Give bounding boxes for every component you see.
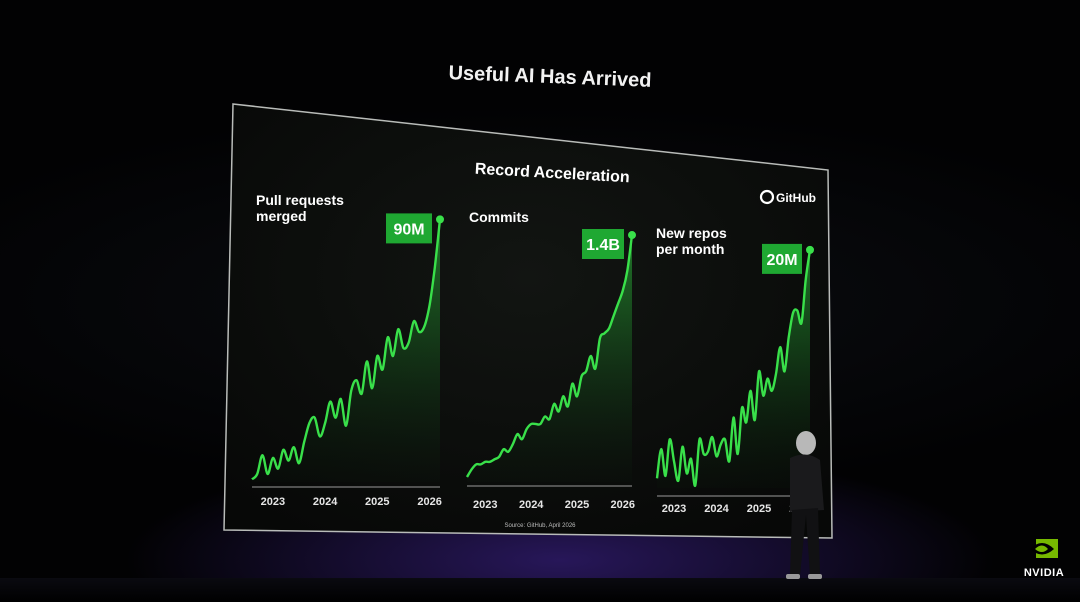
chart-1-title-line-1: Pull requests xyxy=(256,192,344,208)
chart-3-line xyxy=(655,249,812,487)
stage-floor xyxy=(0,578,1080,602)
chart-1-area xyxy=(252,219,440,482)
chart-3-tick-2024: 2024 xyxy=(704,503,729,515)
chart-3-tick-2023: 2023 xyxy=(662,503,686,515)
chart-1-end-point xyxy=(436,215,444,224)
presenter-shoe-right xyxy=(808,574,822,579)
chart-1-tick-2024: 2024 xyxy=(313,496,338,508)
source-note: Source: GitHub, April 2026 xyxy=(504,523,576,529)
chart-3-area xyxy=(657,249,810,488)
chart-3-title-line-1: New repos xyxy=(656,225,727,241)
nvidia-logo-icon xyxy=(1030,539,1058,558)
presenter-shoe-left xyxy=(786,574,800,579)
github-icon xyxy=(759,189,775,205)
github-label: GitHub xyxy=(776,191,816,205)
chart-2-callout-badge xyxy=(582,229,624,259)
chart-2-line xyxy=(465,234,634,478)
chart-1-callout-value: 90M xyxy=(393,221,424,238)
chart-2-tick-2025: 2025 xyxy=(565,499,589,511)
presenter-jacket xyxy=(790,454,824,512)
nvidia-wordmark: NVIDIA xyxy=(1023,567,1065,579)
chart-3-title-line-2: per month xyxy=(656,241,724,257)
chart-2-tick-2023: 2023 xyxy=(473,499,497,511)
github-brand: GitHub xyxy=(759,189,816,205)
chart-3-callout-badge xyxy=(762,243,802,274)
chart-1-tick-2026: 2026 xyxy=(417,496,441,508)
chart-2-tick-2026: 2026 xyxy=(611,499,635,511)
chart-3-callout-value: 20M xyxy=(766,252,797,269)
chart-2-title-line-1: Commits xyxy=(469,209,529,225)
nvidia-brand: NVIDIA xyxy=(1014,536,1074,579)
chart-2-callout-value: 1.4B xyxy=(586,237,620,254)
chart-3-tick-2025: 2025 xyxy=(747,503,771,515)
chart-1-line xyxy=(251,219,442,481)
chart-1-title-line-2: merged xyxy=(256,208,307,224)
chart-1-tick-2025: 2025 xyxy=(365,496,389,508)
chart-2: 2023 2024 2025 2026 Commits 1.4B xyxy=(465,209,636,511)
chart-2-end-point xyxy=(628,231,636,240)
presenter-head xyxy=(796,431,816,455)
chart-1-callout-badge xyxy=(386,213,432,244)
chart-2-tick-2024: 2024 xyxy=(519,499,544,511)
chart-2-area xyxy=(467,235,632,482)
chart-1-tick-2023: 2023 xyxy=(261,496,285,508)
chart-3-end-point xyxy=(806,245,814,254)
presenter-legs xyxy=(790,508,820,576)
